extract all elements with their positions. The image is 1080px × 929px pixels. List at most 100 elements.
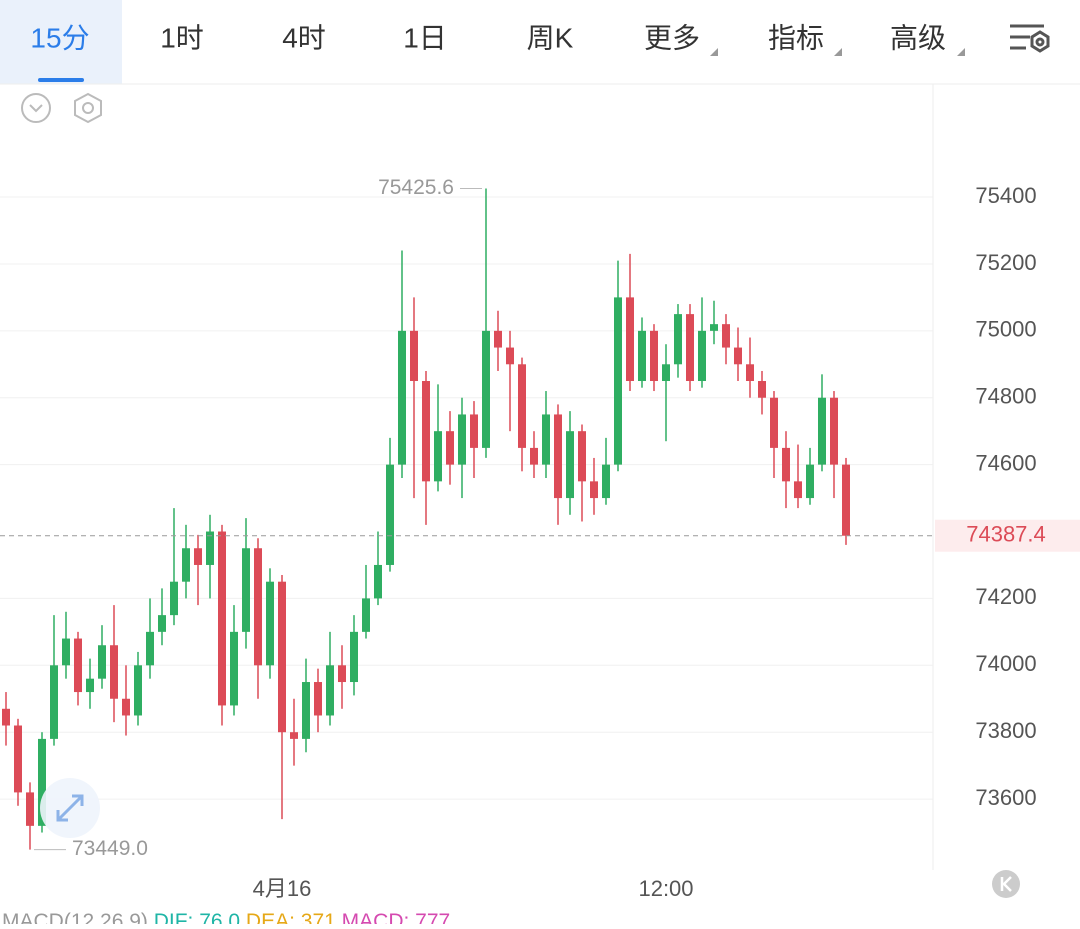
indicator-text: MACD(12,26,9) (2, 910, 154, 924)
candle-body (302, 682, 310, 739)
candle-body (170, 581, 178, 616)
candle-body (554, 414, 562, 499)
y-tick-label: 73800 (975, 718, 1036, 743)
candle-body (422, 381, 430, 482)
candle-body (458, 414, 466, 465)
x-tick-label: 12:00 (638, 876, 693, 901)
candle-body (734, 347, 742, 365)
candle-body (842, 464, 850, 536)
candle-body (326, 665, 334, 716)
candle-body (506, 347, 514, 365)
candle-body (266, 581, 274, 666)
fullscreen-icon[interactable] (40, 778, 100, 838)
y-tick-label: 74000 (975, 651, 1036, 676)
candle-body (254, 548, 262, 666)
candle-body (182, 548, 190, 582)
candle-body (86, 678, 94, 693)
candle-body (122, 698, 130, 716)
active-tab-bg (0, 0, 122, 84)
candle-body (446, 431, 454, 465)
collapse-icon[interactable] (21, 93, 51, 123)
candle-body (470, 414, 478, 448)
y-tick-label: 75000 (975, 317, 1036, 342)
candle-body (14, 725, 22, 793)
tab[interactable]: 15分 (30, 22, 89, 53)
candle-body (578, 431, 586, 482)
candle-body (686, 314, 694, 382)
settings-icon[interactable] (1010, 24, 1050, 53)
candle-body (338, 665, 346, 683)
candle-body (566, 431, 574, 499)
tab[interactable]: 1时 (160, 22, 204, 53)
candle-body (194, 548, 202, 565)
y-tick-label: 74800 (975, 384, 1036, 409)
x-tick-label: 4月16 (253, 876, 312, 901)
min-label: 73449.0 (72, 837, 148, 860)
tab[interactable]: 高级 (890, 22, 946, 53)
candle-body (434, 431, 442, 482)
last-price-box (935, 519, 1080, 552)
y-tick-label: 75200 (975, 250, 1036, 275)
y-tick-label: 74600 (975, 450, 1036, 475)
candle-body (98, 645, 106, 679)
max-label: 75425.6 (378, 176, 454, 199)
candle-body (482, 330, 490, 448)
candle-body (278, 581, 286, 733)
candle-body (818, 397, 826, 465)
indicator-text: MACD: 777 (342, 910, 451, 924)
candle-body (158, 615, 166, 632)
tab[interactable]: 周K (527, 22, 574, 53)
candle-body (722, 324, 730, 348)
candle-body (314, 682, 322, 716)
candle-body (758, 381, 766, 398)
candle-body (74, 638, 82, 693)
candle-body (518, 364, 526, 448)
candle-body (614, 297, 622, 465)
candle-body (146, 631, 154, 666)
candle-body (698, 330, 706, 382)
candle-body (62, 638, 70, 666)
candle-body (530, 447, 538, 465)
candle-body (782, 447, 790, 482)
candle-body (674, 314, 682, 365)
candle-body (806, 464, 814, 499)
active-tab-indicator (38, 78, 84, 82)
candle-body (398, 330, 406, 465)
candle-body (626, 297, 634, 382)
candle-body (134, 665, 142, 716)
candle-body (2, 708, 10, 726)
candle-body (602, 464, 610, 499)
last-price-label: 74387.4 (966, 522, 1046, 547)
candle-body (26, 792, 34, 826)
candle-body (794, 481, 802, 499)
candle-body (242, 548, 250, 632)
indicator-text: DIF: 76.0 (154, 910, 246, 924)
candle-body (350, 631, 358, 683)
candle-body (362, 598, 370, 632)
indicator-legend: MACD(12,26,9) DIF: 76.0 DEA: 371 MACD: 7… (2, 910, 450, 924)
tab[interactable]: 4时 (282, 22, 326, 53)
tab[interactable]: 1日 (403, 22, 447, 53)
candle-body (206, 531, 214, 565)
candle-body (542, 414, 550, 465)
candle-body (770, 397, 778, 448)
candle-body (374, 564, 382, 599)
chart-settings-icon[interactable] (74, 92, 102, 124)
tab[interactable]: 更多 (644, 22, 700, 53)
candle-body (386, 464, 394, 565)
candle-body (494, 330, 502, 348)
candle-body (662, 364, 670, 382)
candle-body (230, 631, 238, 706)
scroll-end-icon[interactable] (992, 870, 1020, 898)
indicator-text: DEA: 371 (246, 910, 342, 924)
tab[interactable]: 指标 (768, 22, 824, 53)
candle-body (218, 531, 226, 706)
y-tick-label: 75400 (975, 183, 1036, 208)
candle-body (650, 330, 658, 382)
candle-body (638, 330, 646, 382)
dropdown-markers (710, 48, 965, 56)
candle-body (746, 364, 754, 382)
candle-body (830, 397, 838, 465)
candle-body (50, 665, 58, 739)
